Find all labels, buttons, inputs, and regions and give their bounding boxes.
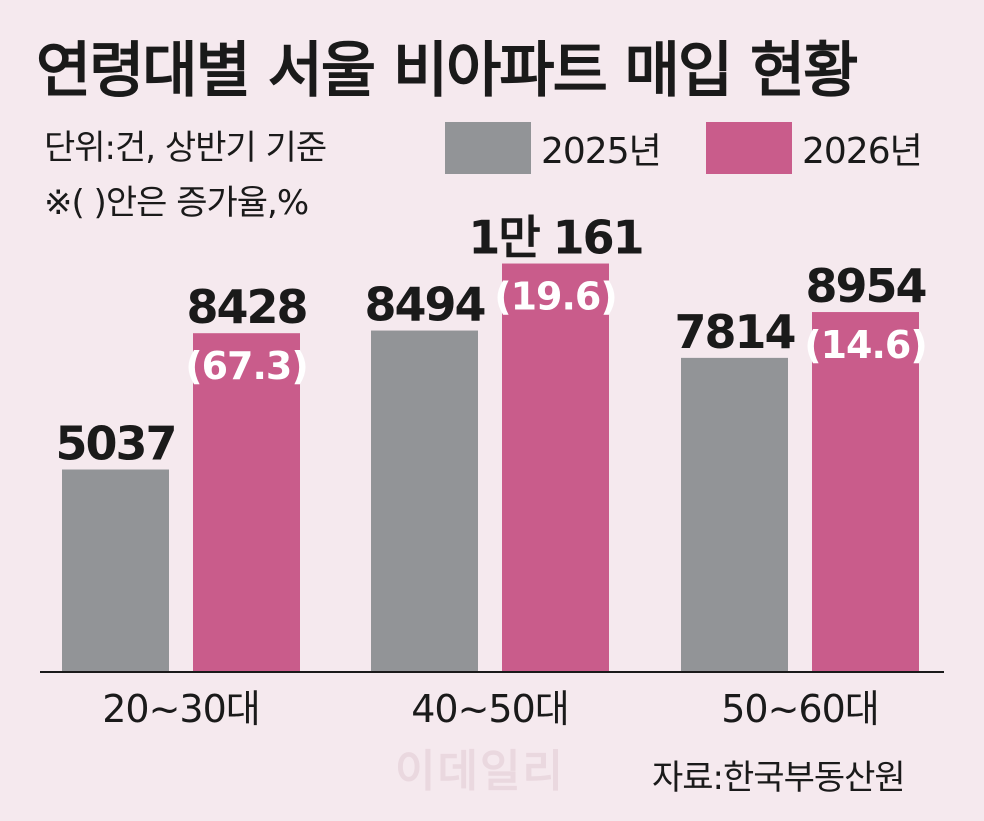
growth-label: (19.6) <box>494 275 617 319</box>
watermark: 이데일리 <box>395 746 565 797</box>
value-label: 8494 <box>364 278 484 332</box>
bar-2025년-0 <box>62 469 169 672</box>
legend-swatch-2026 <box>706 122 792 174</box>
bar-2025년-1 <box>371 330 478 672</box>
value-label: 8954 <box>805 259 925 313</box>
value-label: 8428 <box>186 280 306 334</box>
legend-label-2026: 2026년 <box>802 131 923 172</box>
bar-2026년-0 <box>193 333 300 672</box>
growth-label: (14.6) <box>804 323 927 367</box>
unit-note: 단위:건, 상반기 기준 <box>44 128 327 168</box>
chart-title: 연령대별 서울 비아파트 매입 현황 <box>36 36 858 106</box>
bar-2026년-2 <box>812 312 919 672</box>
value-label: 5037 <box>55 417 175 471</box>
source-note: 자료:한국부동산원 <box>652 758 906 798</box>
bar-2025년-2 <box>681 357 788 672</box>
legend-item-2025: 2025년 <box>445 122 662 174</box>
growth-note: ※( )안은 증가율,% <box>44 183 309 223</box>
value-label: 1만 161 <box>468 211 642 265</box>
legend-swatch-2025 <box>445 122 531 174</box>
legend-label-2025: 2025년 <box>541 131 662 172</box>
category-label: 50~60대 <box>721 687 879 731</box>
legend-item-2026: 2026년 <box>706 122 923 174</box>
category-label: 40~50대 <box>411 687 569 731</box>
growth-label: (67.3) <box>185 344 308 388</box>
category-label: 20~30대 <box>102 687 260 731</box>
bar-2026년-1 <box>502 263 609 672</box>
value-label: 7814 <box>674 305 794 359</box>
